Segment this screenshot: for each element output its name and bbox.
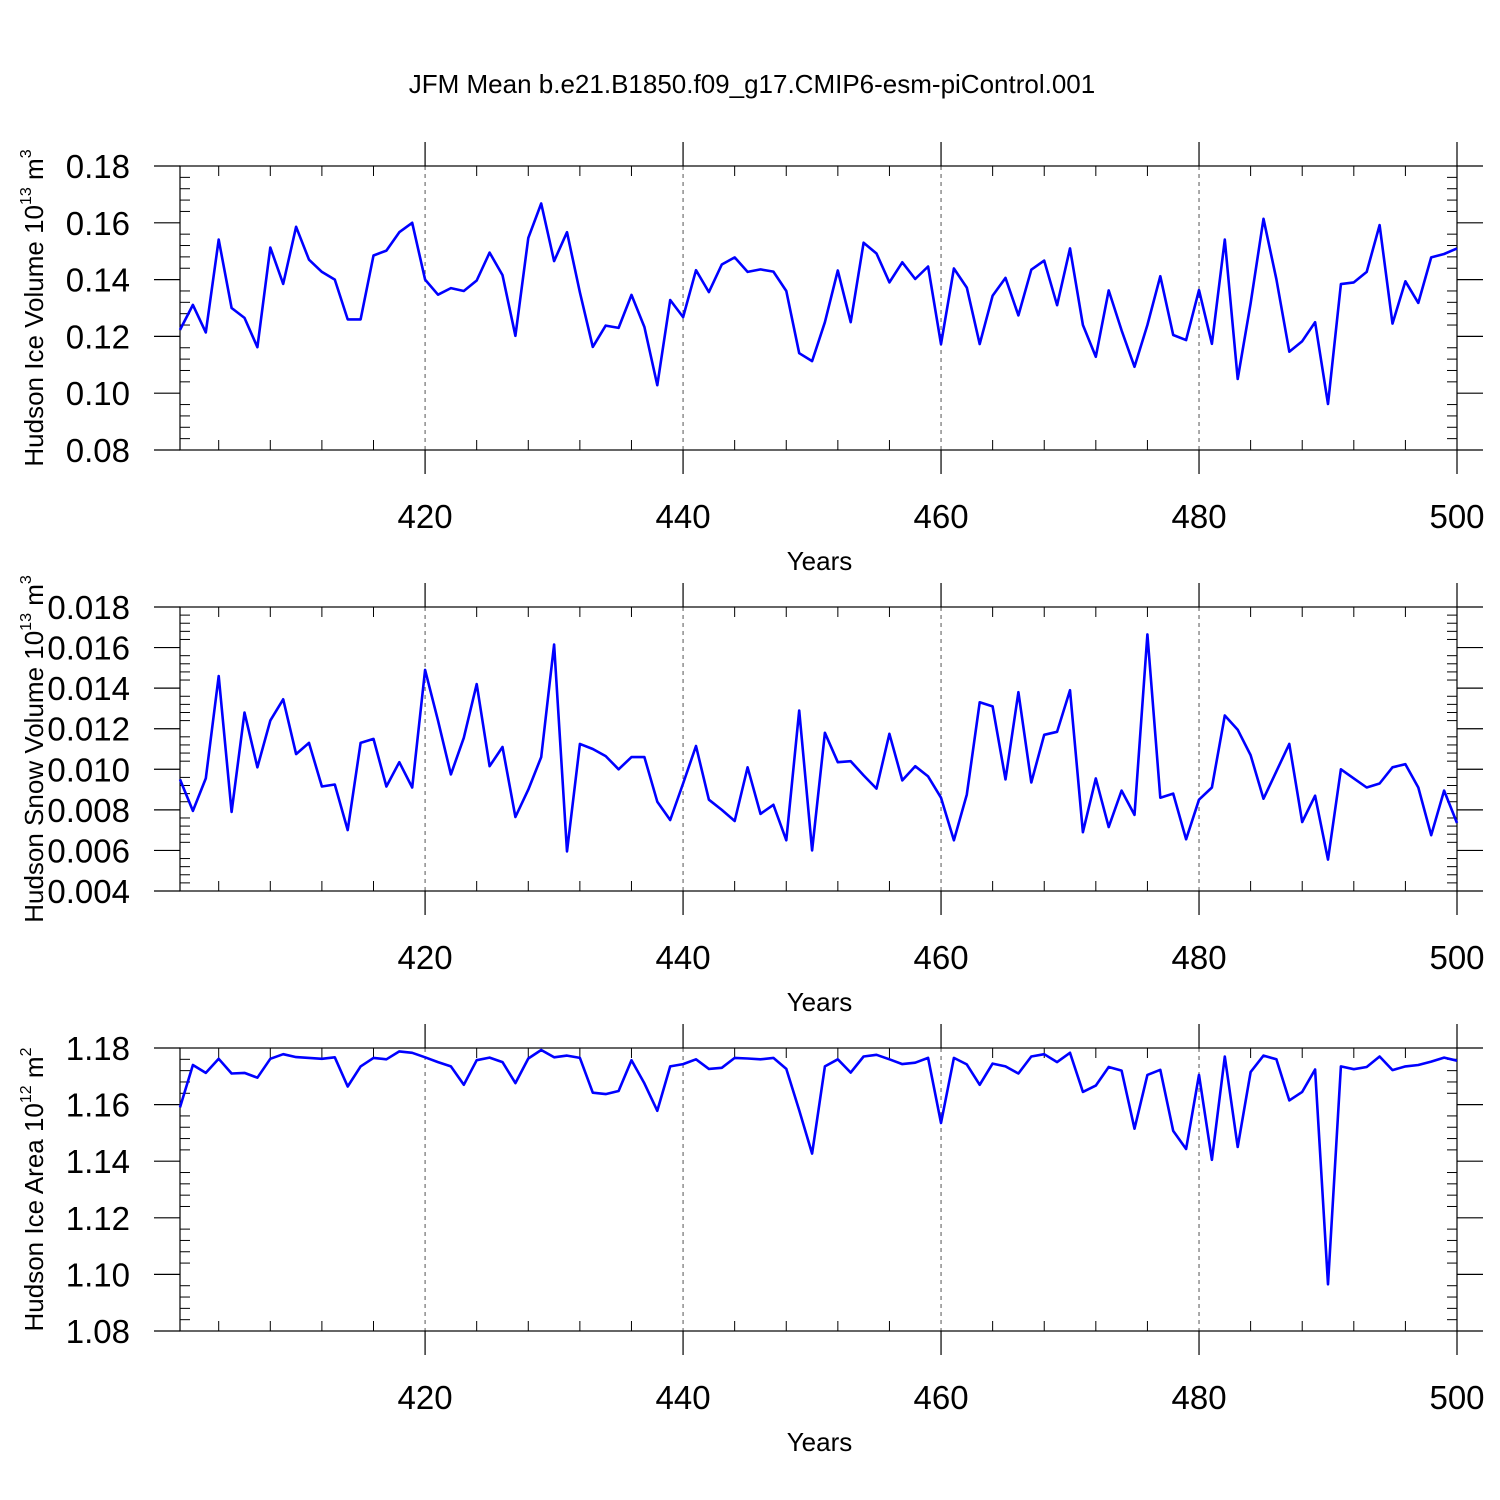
- y-tick-label: 0.012: [47, 711, 130, 748]
- y-tick-label: 0.08: [66, 432, 130, 469]
- x-tick-label: 420: [398, 1379, 453, 1416]
- y-tick-label: 0.018: [47, 589, 130, 626]
- panel-1: 420 440 460 480 500 0.08 0.10 0.12 0.14 0.16 0.18 Y…: [18, 142, 1485, 576]
- x-tick-label: 500: [1429, 1379, 1484, 1416]
- x-tick-label: 480: [1171, 1379, 1226, 1416]
- y-tick-label: 1.18: [66, 1030, 130, 1067]
- panels: 420 440 460 480 500 0.08 0.10 0.12 0.14 0.16 0.18 Y…: [18, 142, 1485, 1457]
- y-tick-label: 0.016: [47, 630, 130, 667]
- y-axis-label: Hudson Snow Volume 1013 m3: [18, 575, 49, 923]
- y-tick-label: 0.12: [66, 318, 130, 355]
- y-tick-label: 0.10: [66, 375, 130, 412]
- y-tick-label: 1.12: [66, 1200, 130, 1237]
- series-line: [178, 1048, 1458, 1286]
- y-tick-label: 0.006: [47, 832, 130, 869]
- y-tick-label: 0.16: [66, 205, 130, 242]
- plot-frame: [179, 606, 1458, 892]
- y-tick-label: 0.010: [47, 751, 130, 788]
- plot-frame: [179, 165, 1458, 451]
- x-tick-label: 460: [914, 498, 969, 535]
- y-tick-label: 1.16: [66, 1087, 130, 1124]
- series-line: [178, 202, 1458, 406]
- x-tick-label: 500: [1429, 939, 1484, 976]
- y-tick-label: 0.008: [47, 792, 130, 829]
- y-tick-label: 1.10: [66, 1256, 130, 1293]
- y-tick-label: 0.004: [47, 873, 130, 910]
- x-tick-label: 480: [1171, 939, 1226, 976]
- x-axis-label: Years: [787, 987, 853, 1017]
- y-tick-label: 0.014: [47, 670, 130, 707]
- x-tick-label: 420: [398, 939, 453, 976]
- panel-3: 420 440 460 480 500 1.08 1.10 1.12 1.14 1.16 1.18 Y…: [18, 1024, 1485, 1457]
- x-tick-label: 440: [656, 1379, 711, 1416]
- series-line: [178, 633, 1459, 861]
- plot-frame: [179, 1047, 1458, 1332]
- y-tick-label: 0.18: [66, 148, 130, 185]
- y-tick-label: 1.14: [66, 1143, 130, 1180]
- y-axis-label: Hudson Ice Volume 1013 m3: [18, 149, 49, 466]
- x-tick-label: 480: [1171, 498, 1226, 535]
- x-tick-label: 460: [914, 1379, 969, 1416]
- x-axis-label: Years: [787, 1427, 853, 1457]
- x-axis-label: Years: [787, 546, 853, 576]
- y-tick-label: 1.08: [66, 1313, 130, 1350]
- figure-title: JFM Mean b.e21.B1850.f09_g17.CMIP6-esm-p…: [409, 69, 1095, 99]
- x-tick-label: 460: [914, 939, 969, 976]
- x-tick-label: 500: [1429, 498, 1484, 535]
- x-tick-label: 440: [656, 939, 711, 976]
- x-tick-label: 420: [398, 498, 453, 535]
- x-tick-label: 440: [656, 498, 711, 535]
- y-tick-label: 0.14: [66, 262, 130, 299]
- y-axis-label: Hudson Ice Area 1012 m2: [18, 1047, 49, 1331]
